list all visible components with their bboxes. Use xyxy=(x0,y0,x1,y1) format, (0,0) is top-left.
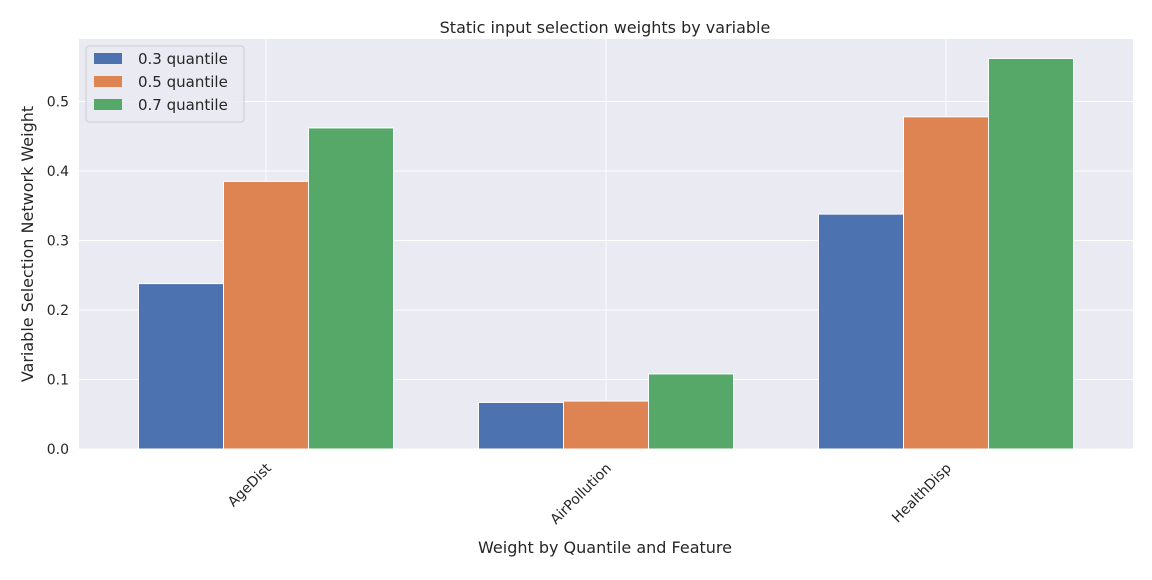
legend-swatch xyxy=(94,53,122,64)
x-tick-label: HealthDisp xyxy=(889,460,955,526)
y-tick-label: 0.1 xyxy=(47,373,69,389)
legend-label: 0.3 quantile xyxy=(138,50,228,68)
x-tick-label: AgeDist xyxy=(225,460,275,510)
y-tick-labels: 0.0 0.1 0.2 0.3 0.4 0.5 xyxy=(47,95,69,458)
legend-swatch xyxy=(94,76,122,87)
bar-agedist-series-3 xyxy=(308,127,394,450)
y-tick-label: 0.0 xyxy=(47,442,69,458)
bar-healthdisp-series-1 xyxy=(818,213,904,450)
legend-swatch xyxy=(94,99,122,110)
legend-label: 0.7 quantile xyxy=(138,96,228,114)
legend-label: 0.5 quantile xyxy=(138,73,228,91)
bar-healthdisp-series-2 xyxy=(903,116,989,450)
bars xyxy=(138,57,1074,450)
bar-airpollution-series-1 xyxy=(478,401,564,450)
bar-airpollution-series-3 xyxy=(648,373,734,450)
y-tick-label: 0.2 xyxy=(47,303,69,319)
bar-agedist-series-2 xyxy=(223,180,309,450)
x-tick-label: AirPollution xyxy=(548,461,615,528)
bar-agedist-series-1 xyxy=(138,283,224,450)
chart-title: Static input selection weights by variab… xyxy=(440,18,771,37)
y-tick-label: 0.3 xyxy=(47,234,69,250)
y-axis-label: Variable Selection Network Weight xyxy=(18,106,37,382)
bar-healthdisp-series-3 xyxy=(988,57,1074,450)
x-tick-labels: AgeDist AirPollution HealthDisp xyxy=(225,460,955,528)
legend-box xyxy=(85,45,245,123)
bar-airpollution-series-2 xyxy=(563,400,649,450)
legend-items: 0.3 quantile 0.5 quantile 0.7 quantile xyxy=(94,50,228,114)
y-tick-label: 0.4 xyxy=(47,164,69,180)
legend: 0.3 quantile 0.5 quantile 0.7 quantile xyxy=(85,45,245,123)
y-tick-label: 0.5 xyxy=(47,95,69,111)
x-axis-label: Weight by Quantile and Feature xyxy=(478,538,732,557)
